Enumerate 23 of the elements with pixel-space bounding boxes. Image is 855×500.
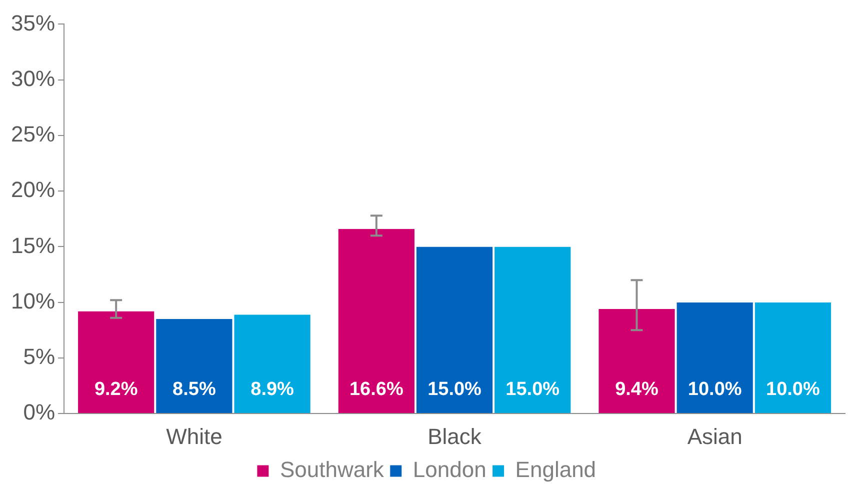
data-label: 8.5% <box>172 378 216 400</box>
y-tick-label: 10% <box>10 288 56 314</box>
y-tick-label: 30% <box>10 66 56 91</box>
x-tick-label: White <box>166 424 222 449</box>
y-tick-label: 5% <box>23 344 56 370</box>
data-label: 9.2% <box>94 378 138 400</box>
data-label: 8.9% <box>250 378 294 400</box>
data-label: 9.4% <box>615 378 658 400</box>
y-tick-label: 35% <box>10 10 56 36</box>
y-tick-label: 15% <box>10 232 56 258</box>
y-tick-label: 20% <box>10 177 56 202</box>
data-label: 10.0% <box>766 378 820 400</box>
y-tick-label: 0% <box>23 400 56 425</box>
data-label: 16.6% <box>349 378 404 400</box>
legend-label: London <box>412 457 486 482</box>
x-tick-label: Black <box>428 424 482 449</box>
legend-label: England <box>515 457 596 482</box>
legend-label: Southwark <box>280 457 385 482</box>
data-label: 15.0% <box>428 378 482 400</box>
x-tick-label: Asian <box>687 424 742 449</box>
y-tick-label: 25% <box>10 122 56 147</box>
data-label: 10.0% <box>688 378 742 400</box>
data-label: 15.0% <box>506 378 560 400</box>
